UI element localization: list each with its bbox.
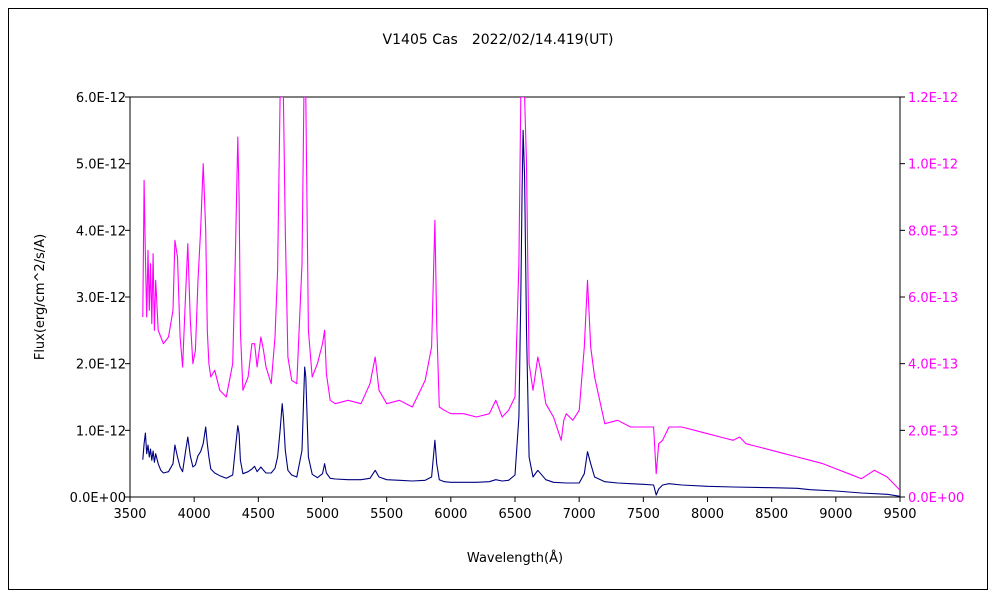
- y-left-tick-label: 3.0E-12: [76, 291, 126, 306]
- x-tick-label: 7500: [627, 507, 660, 522]
- series-line-left: [142, 129, 900, 497]
- y-right-tick-label: 8.0E-13: [908, 224, 958, 239]
- x-tick-label: 5000: [306, 507, 339, 522]
- x-tick-label: 8000: [691, 507, 724, 522]
- x-tick-label: 9500: [883, 507, 916, 522]
- y-axis-right: 0.0E+00 2.0E-13 4.0E-13 6.0E-13 8.0E-13 1.0E-…: [900, 91, 964, 506]
- y-axis-left: 0.0E+00 1.0E-12 2.0E-12 3.0E-12 4.0E-12 5.0E-…: [70, 91, 130, 506]
- y-left-tick-label: 0.0E+00: [70, 491, 126, 506]
- y-right-tick-label: 6.0E-13: [908, 291, 958, 306]
- x-tick-label: 5500: [370, 507, 403, 522]
- x-tick-label: 6500: [498, 507, 531, 522]
- x-tick-label: 4000: [178, 507, 211, 522]
- y-left-tick-label: 1.0E-12: [76, 424, 126, 439]
- x-tick-label: 9000: [819, 507, 852, 522]
- y-right-tick-label: 0.0E+00: [908, 491, 964, 506]
- y-left-tick-label: 2.0E-12: [76, 358, 126, 373]
- plot-area: [129, 96, 901, 498]
- y-left-tick-label: 6.0E-12: [76, 91, 126, 106]
- y-left-tick-label: 4.0E-12: [76, 224, 126, 239]
- series-line-right: [142, 97, 900, 491]
- y-left-tick-label: 5.0E-12: [76, 158, 126, 173]
- y-right-tick-label: 1.2E-12: [908, 91, 958, 106]
- x-tick-label: 3500: [113, 507, 146, 522]
- x-tick-label: 6000: [434, 507, 467, 522]
- y-right-tick-label: 4.0E-13: [908, 358, 958, 373]
- series-group: [142, 97, 900, 497]
- y-right-tick-label: 2.0E-13: [908, 424, 958, 439]
- x-tick-label: 8500: [755, 507, 788, 522]
- x-tick-label: 4500: [242, 507, 275, 522]
- x-axis: 3500 4000 4500 5000 5500 6000 6500 7000 7500 8000…: [113, 497, 917, 522]
- chart-title: V1405 Cas 2022/02/14.419(UT): [383, 32, 614, 48]
- x-axis-label: Wavelength(Å): [467, 550, 563, 566]
- y-right-tick-label: 1.0E-12: [908, 158, 958, 173]
- y-axis-label: Flux(erg/cm^2/s/A): [33, 234, 48, 360]
- x-tick-label: 7000: [563, 507, 596, 522]
